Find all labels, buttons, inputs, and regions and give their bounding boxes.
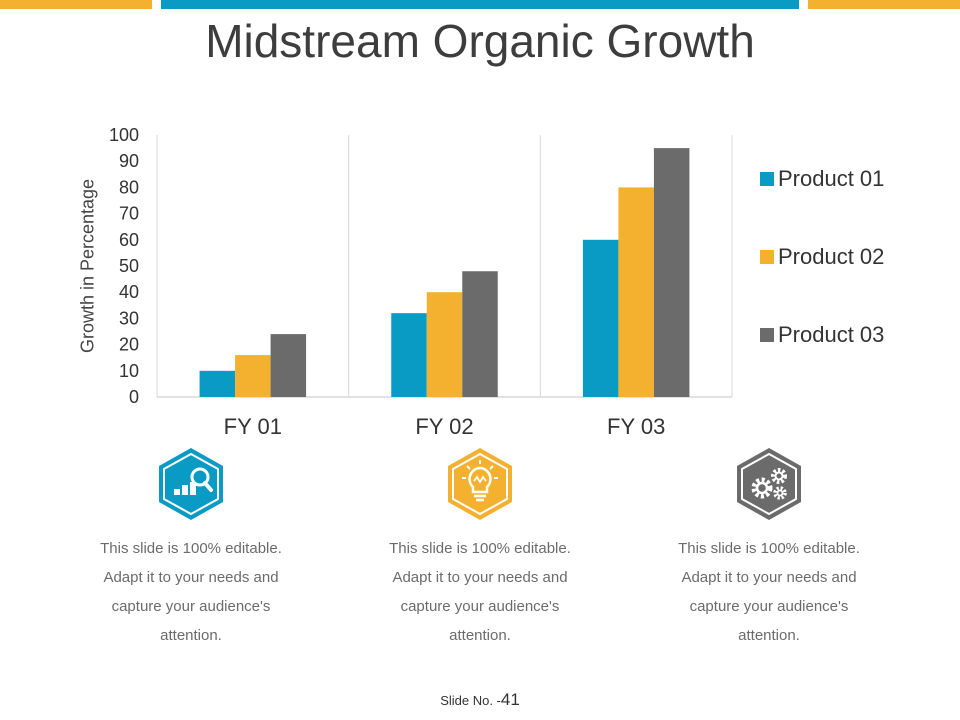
y-tick-label: 50: [119, 256, 139, 276]
legend-swatch: [760, 328, 774, 342]
feature-description: This slide is 100% editable. Adapt it to…: [678, 540, 860, 644]
page-title: Midstream Organic Growth: [205, 15, 755, 67]
gears-icon: [737, 448, 801, 520]
x-tick-label: FY 01: [224, 414, 282, 439]
feature-description: This slide is 100% editable. Adapt it to…: [389, 540, 571, 644]
slide-number-value: 41: [500, 690, 520, 709]
y-tick-label: 100: [109, 125, 139, 145]
y-tick-label: 60: [119, 230, 139, 250]
bar-product-01-fy-02: [391, 313, 427, 397]
chart-magnifier-icon: [159, 448, 223, 520]
top-accent-bar-right: [808, 0, 960, 9]
y-tick-label: 40: [119, 282, 139, 302]
top-accent-bar-left: [0, 0, 152, 9]
y-axis-label: Growth in Percentage: [77, 178, 98, 354]
x-tick-label: FY 02: [415, 414, 473, 439]
y-tick-label: 0: [129, 387, 139, 407]
legend-label: Product 03: [778, 322, 885, 347]
top-accent-bar-center: [161, 0, 799, 9]
legend-item-product-03: Product 03: [760, 320, 950, 350]
y-tick-label: 30: [119, 308, 139, 328]
feature-ideas: This slide is 100% editable. Adapt it to…: [375, 446, 585, 650]
bar-product-02-fy-02: [426, 292, 463, 397]
legend-swatch: [760, 250, 774, 264]
feature-description: This slide is 100% editable. Adapt it to…: [100, 540, 282, 644]
bar-product-03-fy-01: [270, 334, 307, 397]
bar-product-02-fy-01: [235, 355, 271, 397]
bar-product-01-fy-03: [582, 239, 619, 397]
slide-number-label: Slide No. -: [440, 693, 501, 708]
y-tick-label: 20: [119, 335, 139, 355]
bar-product-03-fy-02: [462, 271, 498, 397]
slide-number: Slide No. -41: [0, 690, 960, 710]
legend-item-product-02: Product 02: [760, 242, 950, 272]
y-tick-label: 90: [119, 151, 139, 171]
legend-item-product-01: Product 01: [760, 164, 950, 194]
bar-product-01-fy-01: [199, 370, 236, 397]
bar-chart: 0 10 20 30 40 50 60 70 80 90 100 FY 01 FY 02 FY 03: [109, 125, 733, 439]
feature-process: This slide is 100% editable. Adapt it to…: [664, 446, 874, 650]
y-tick-label: 80: [119, 177, 139, 197]
legend-label: Product 01: [778, 166, 885, 191]
x-tick-label: FY 03: [607, 414, 665, 439]
legend-swatch: [760, 172, 774, 186]
bar-product-03-fy-03: [653, 148, 690, 397]
feature-analytics: This slide is 100% editable. Adapt it to…: [86, 446, 296, 650]
lightbulb-icon: [448, 448, 512, 520]
y-tick-label: 10: [119, 361, 139, 381]
legend-label: Product 02: [778, 244, 885, 269]
y-tick-label: 70: [119, 204, 139, 224]
bar-product-02-fy-03: [618, 187, 654, 397]
